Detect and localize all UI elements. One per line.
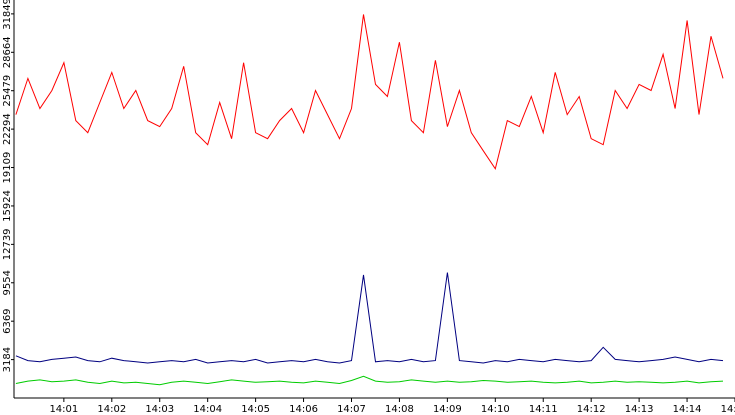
series-line xyxy=(15,14,724,171)
y-tick-label: 25479 xyxy=(2,75,13,107)
x-tick-label: 14:06 xyxy=(289,404,318,415)
y-tick-label: 28664 xyxy=(2,36,13,68)
series-line xyxy=(15,375,724,386)
series-line xyxy=(15,272,724,364)
x-tick-label: 14:04 xyxy=(193,404,222,415)
y-tick-label: 22294 xyxy=(2,113,13,145)
y-tick-label: 3184 xyxy=(2,347,13,372)
x-tick-label: 14:05 xyxy=(241,404,270,415)
y-tick-label: 19109 xyxy=(2,152,13,184)
x-tick-label: 14:11 xyxy=(529,404,558,415)
x-tick-label: 14:01 xyxy=(49,404,78,415)
y-tick-label: 9554 xyxy=(2,270,13,295)
y-tick-label: 12739 xyxy=(2,228,13,260)
x-tick-label: 14:08 xyxy=(385,404,414,415)
x-tick-label: 14:03 xyxy=(145,404,174,415)
x-tick-label: 14:15 xyxy=(721,404,735,415)
x-tick-label: 14:13 xyxy=(625,404,654,415)
x-tick-label: 14:10 xyxy=(481,404,510,415)
x-tick-label: 14:07 xyxy=(337,404,366,415)
y-tick-label: 15924 xyxy=(2,190,13,222)
x-tick-label: 14:09 xyxy=(433,404,462,415)
y-tick-label: 6369 xyxy=(2,308,13,333)
x-tick-label: 14:14 xyxy=(673,404,702,415)
x-tick-label: 14:12 xyxy=(577,404,606,415)
y-tick-label: 31849 xyxy=(2,0,13,30)
x-tick-label: 14:02 xyxy=(97,404,126,415)
